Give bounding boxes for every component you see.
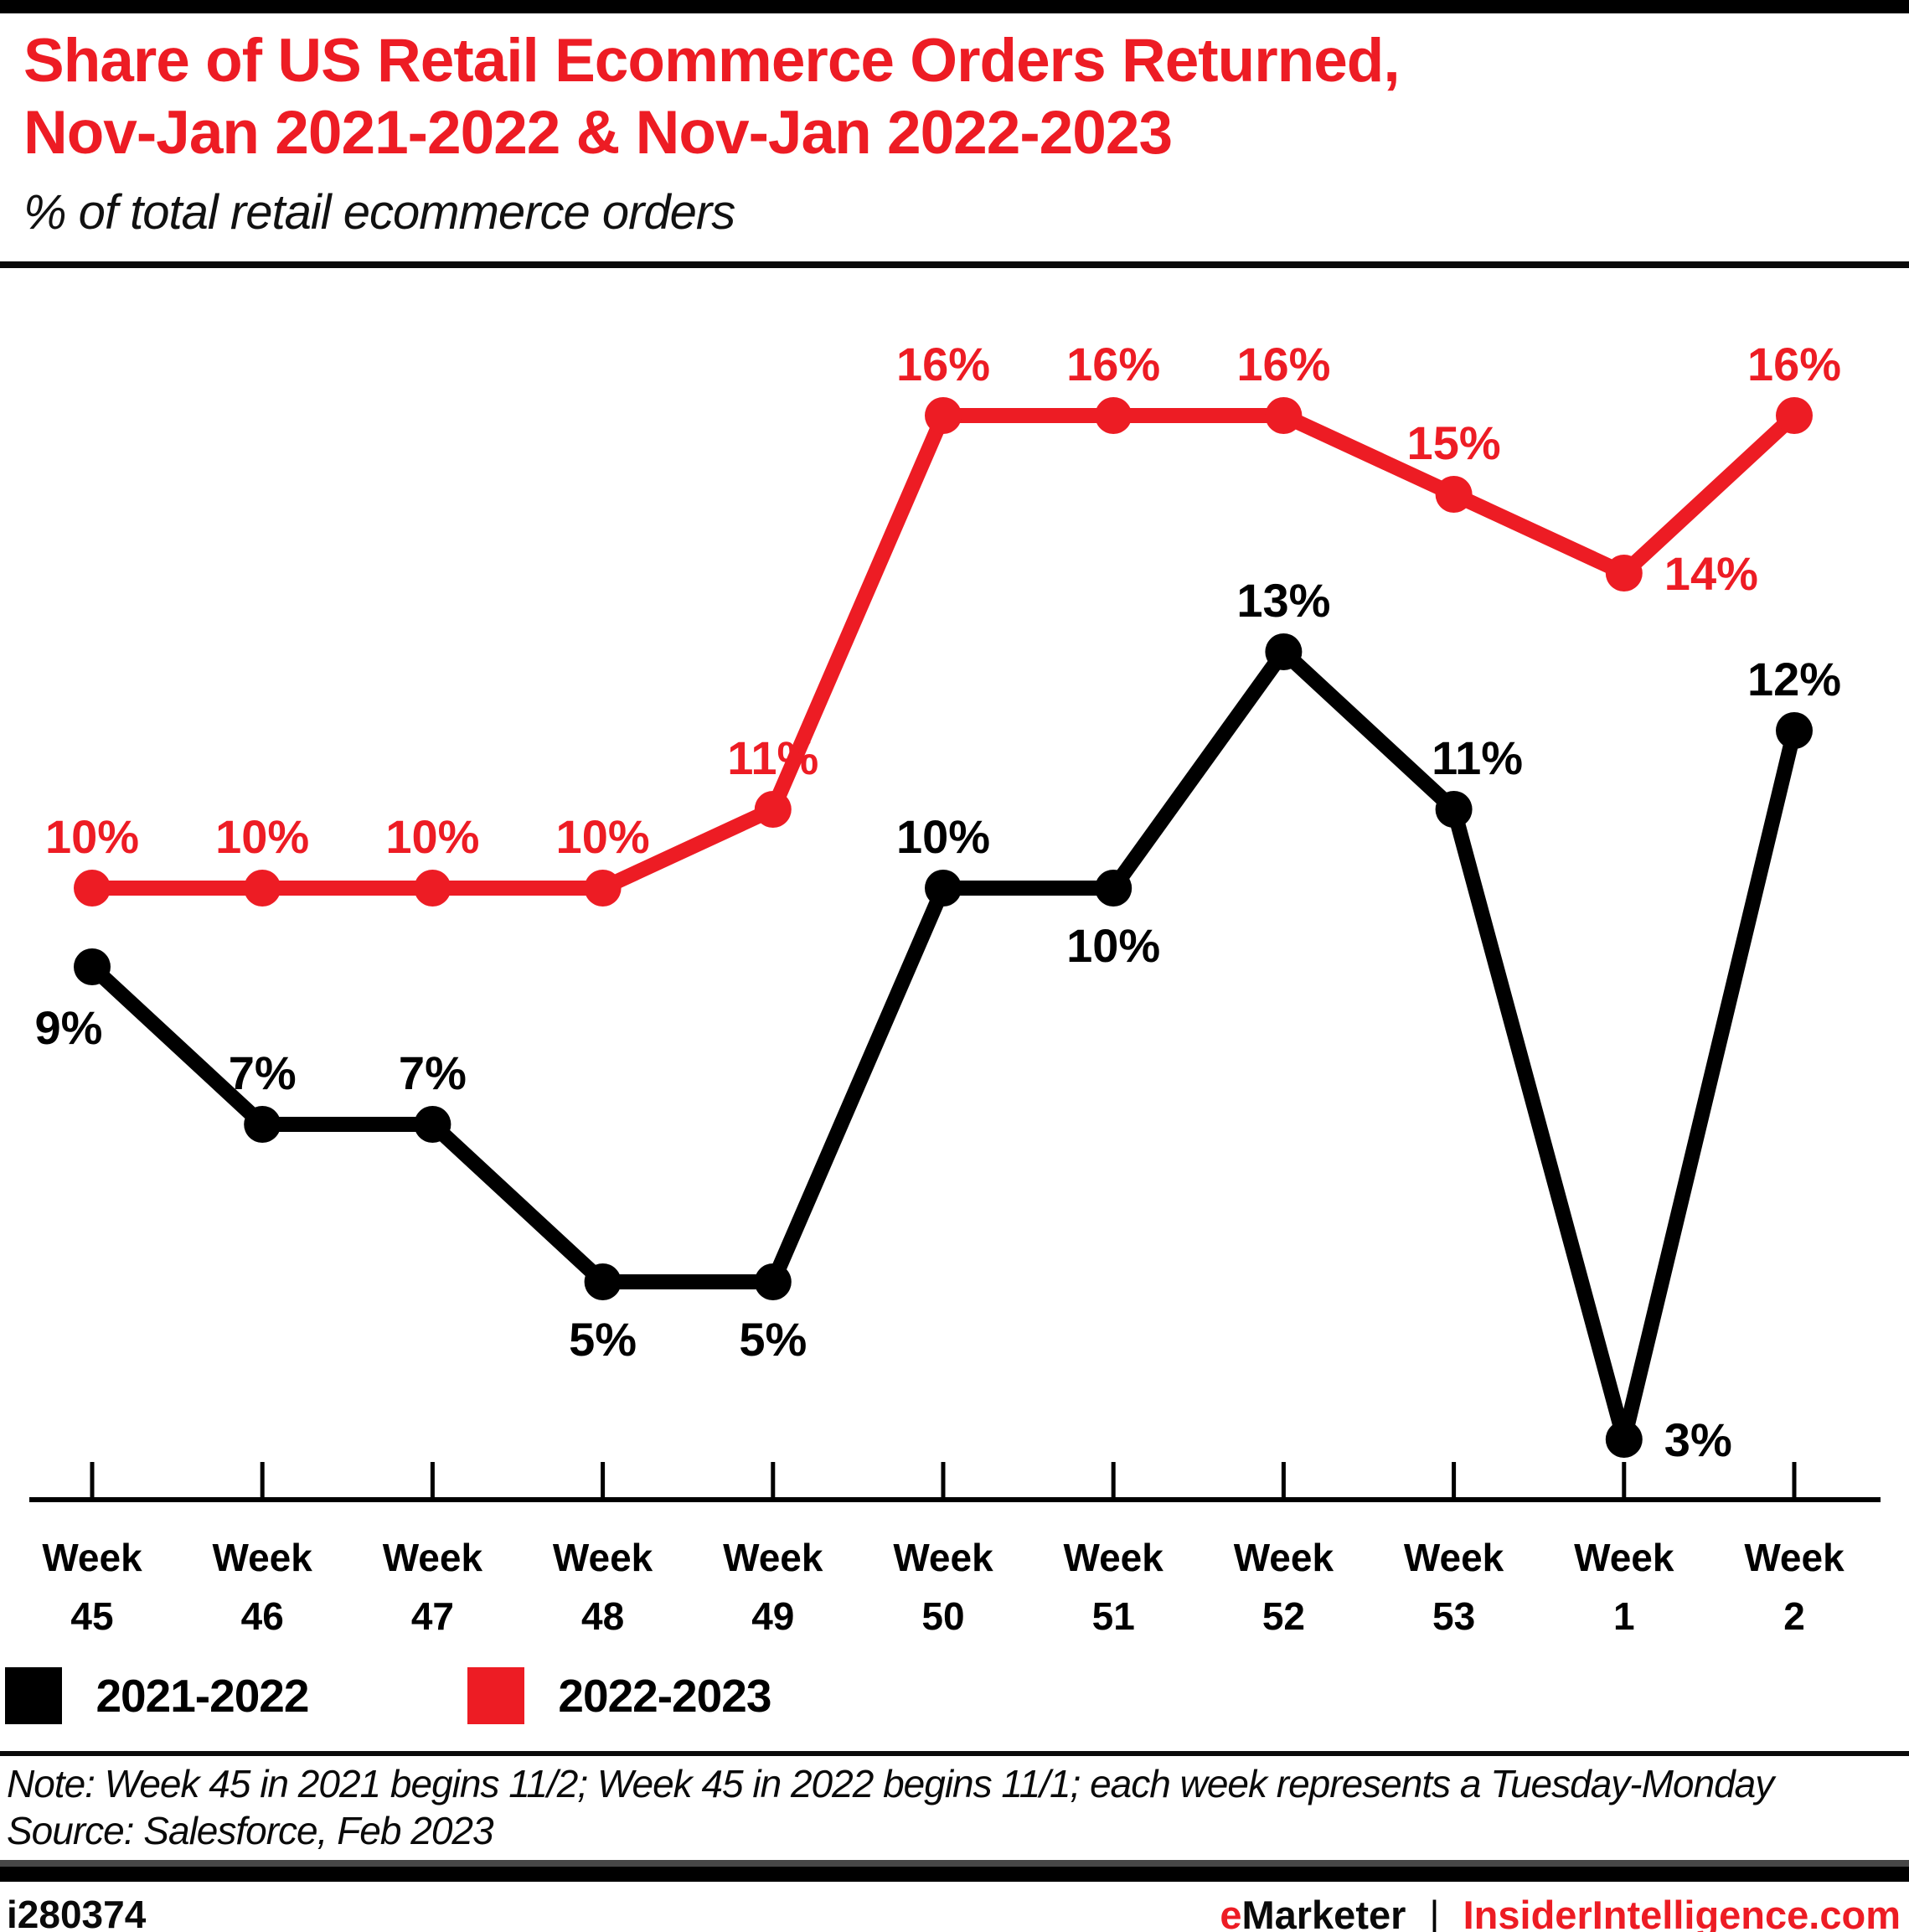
data-label-2021-2022-Week-48: 5%: [569, 1313, 637, 1366]
chart-title-line2: Nov-Jan 2021-2022 & Nov-Jan 2022-2023: [23, 99, 1173, 168]
chart-legend: 2021-2022 2022-2023: [5, 1667, 1898, 1734]
x-axis-label-word: Week: [553, 1536, 653, 1579]
legend-label-2022-2023: 2022-2023: [558, 1670, 771, 1722]
x-axis-label-number: 45: [70, 1594, 113, 1638]
data-point-2022-2023-Week-45: [74, 870, 111, 907]
data-point-2021-2022-Week-49: [754, 1263, 792, 1300]
data-point-2021-2022-Week-1: [1605, 1421, 1643, 1458]
data-point-2021-2022-Week-51: [1095, 870, 1133, 907]
source-text: Source: Salesforce, Feb 2023: [7, 1809, 494, 1852]
data-point-2021-2022-Week-48: [584, 1263, 622, 1300]
x-axis-label-number: 53: [1432, 1594, 1475, 1638]
legend-swatch-black: [5, 1667, 62, 1724]
data-label-2021-2022-Week-52: 13%: [1236, 574, 1330, 627]
data-point-2022-2023-Week-50: [925, 397, 962, 434]
chart-title: Share of US Retail Ecommerce Orders Retu…: [23, 25, 1866, 169]
x-axis-label-number: 50: [921, 1594, 964, 1638]
data-label-2022-2023-Week-2: 16%: [1747, 338, 1841, 390]
footer-divider-bar: [0, 1860, 1909, 1882]
x-axis-label-number: 52: [1262, 1594, 1305, 1638]
data-label-2021-2022-Week-50: 10%: [896, 810, 990, 863]
chart-subtitle: % of total retail ecommerce orders: [23, 185, 735, 240]
data-point-2021-2022-Week-45: [74, 948, 111, 985]
data-label-2021-2022-Week-45: 9%: [35, 1001, 103, 1054]
series-line-2021-2022: [86, 644, 1802, 1447]
data-point-2022-2023-Week-48: [584, 870, 622, 907]
data-label-2022-2023-Week-1: 14%: [1664, 547, 1758, 600]
emarketer-logo-rest: Marketer: [1241, 1893, 1406, 1932]
x-axis-label-number: 1: [1613, 1594, 1635, 1638]
data-point-2022-2023-Week-46: [244, 870, 281, 907]
data-label-2021-2022-Week-49: 5%: [739, 1313, 807, 1366]
x-axis-label-word: Week: [893, 1536, 993, 1579]
data-point-2021-2022-Week-46: [244, 1106, 281, 1143]
data-point-2021-2022-Week-2: [1776, 712, 1813, 749]
header-separator-line: [0, 261, 1909, 268]
data-point-2022-2023-Week-47: [414, 870, 451, 907]
data-point-2022-2023-Week-52: [1265, 397, 1303, 434]
footer-brand: eMarketer | InsiderIntelligence.com: [1220, 1892, 1901, 1932]
data-point-2022-2023-Week-53: [1435, 476, 1473, 513]
data-label-2022-2023-Week-52: 16%: [1236, 338, 1330, 390]
x-axis-label-word: Week: [1234, 1536, 1334, 1579]
data-label-2021-2022-Week-47: 7%: [399, 1046, 467, 1099]
legend-label-2021-2022: 2021-2022: [95, 1670, 309, 1722]
x-axis-label-number: 2: [1783, 1594, 1805, 1638]
chart-title-line1: Share of US Retail Ecommerce Orders Retu…: [23, 27, 1401, 95]
insider-intelligence-link[interactable]: InsiderIntelligence.com: [1463, 1893, 1901, 1932]
legend-swatch-red: [467, 1667, 524, 1724]
data-label-2021-2022-Week-51: 10%: [1066, 919, 1160, 972]
x-axis-label-word: Week: [383, 1536, 483, 1579]
emarketer-logo-e: e: [1220, 1893, 1242, 1932]
legend-item-2021-2022: 2021-2022: [5, 1667, 309, 1724]
data-point-2021-2022-Week-50: [925, 870, 962, 907]
data-label-2022-2023-Week-50: 16%: [896, 338, 990, 390]
top-border-bar: [0, 0, 1909, 13]
data-label-2022-2023-Week-47: 10%: [385, 810, 479, 863]
x-axis-label-word: Week: [1064, 1536, 1164, 1579]
x-axis-label-number: 46: [241, 1594, 284, 1638]
x-axis-label-number: 47: [411, 1594, 454, 1638]
data-point-2022-2023-Week-2: [1776, 397, 1813, 434]
x-axis-label-word: Week: [213, 1536, 313, 1579]
x-axis-label-number: 51: [1092, 1594, 1135, 1638]
data-label-2021-2022-Week-2: 12%: [1747, 653, 1841, 705]
data-point-2022-2023-Week-51: [1095, 397, 1133, 434]
notes-separator-line: [0, 1751, 1909, 1756]
legend-item-2022-2023: 2022-2023: [467, 1667, 771, 1724]
x-axis-label-word: Week: [1744, 1536, 1845, 1579]
data-label-2022-2023-Week-48: 10%: [556, 810, 650, 863]
data-label-2022-2023-Week-46: 10%: [215, 810, 309, 863]
chart-id: i280374: [7, 1893, 147, 1932]
data-point-2022-2023-Week-49: [754, 791, 792, 828]
x-axis-label-number: 48: [581, 1594, 624, 1638]
line-chart: Week 45 Week 46 Week 47 Week 48 Week 49 Week 50 Week…: [29, 338, 1881, 1638]
x-axis-label-word: Week: [723, 1536, 823, 1579]
x-axis-label-word: Week: [1574, 1536, 1674, 1579]
x-axis-label-word: Week: [1404, 1536, 1504, 1579]
data-label-2021-2022-Week-46: 7%: [229, 1046, 297, 1099]
x-axis-label-word: Week: [42, 1536, 142, 1579]
data-label-2022-2023-Week-45: 10%: [45, 810, 139, 863]
x-axis-label-number: 49: [751, 1594, 794, 1638]
data-point-2021-2022-Week-53: [1435, 791, 1473, 828]
data-label-2021-2022-Week-53: 11%: [1432, 731, 1523, 784]
data-label-2022-2023-Week-49: 11%: [727, 731, 818, 784]
data-label-2021-2022-Week-1: 3%: [1664, 1413, 1732, 1466]
data-point-2021-2022-Week-52: [1265, 633, 1303, 670]
data-point-2022-2023-Week-1: [1605, 555, 1643, 591]
note-text: Note: Week 45 in 2021 begins 11/2; Week …: [7, 1762, 1774, 1805]
data-point-2021-2022-Week-47: [414, 1106, 451, 1143]
data-label-2022-2023-Week-51: 16%: [1066, 338, 1160, 390]
footer-separator: |: [1429, 1893, 1440, 1932]
data-label-2022-2023-Week-53: 15%: [1407, 416, 1501, 469]
